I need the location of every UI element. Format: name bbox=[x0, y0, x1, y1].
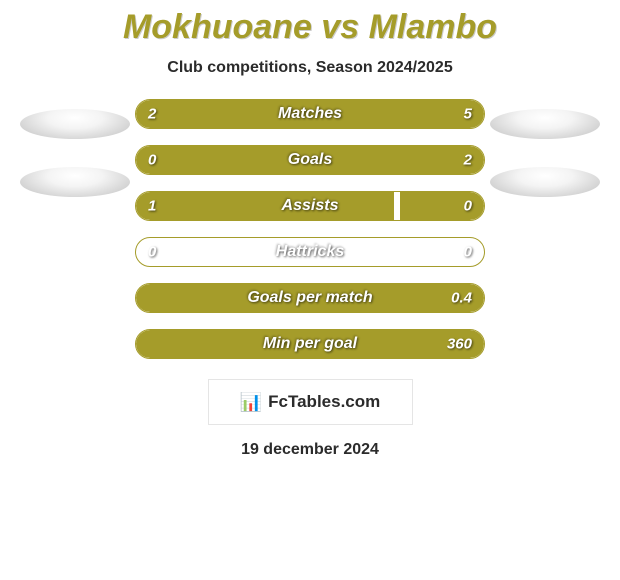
stat-row-hattricks: 0 0 Hattricks bbox=[135, 237, 485, 267]
player-left-badge-2 bbox=[20, 167, 130, 197]
stat-label: Goals per match bbox=[247, 289, 372, 307]
stat-row-assists: 1 0 Assists bbox=[135, 191, 485, 221]
player-left-col bbox=[15, 99, 135, 197]
player-right-badge-1 bbox=[490, 109, 600, 139]
stat-label: Goals bbox=[288, 151, 332, 169]
stat-label: Hattricks bbox=[276, 243, 344, 261]
brand-text: FcTables.com bbox=[268, 392, 380, 412]
stat-value-right: 5 bbox=[464, 106, 472, 123]
player-right-col bbox=[485, 99, 605, 197]
stat-row-min-per-goal: 360 Min per goal bbox=[135, 329, 485, 359]
stat-label: Min per goal bbox=[263, 335, 357, 353]
page-subtitle: Club competitions, Season 2024/2025 bbox=[167, 59, 452, 77]
stat-value-right: 360 bbox=[447, 336, 472, 353]
bar-fill-left bbox=[136, 192, 394, 220]
player-left-badge-1 bbox=[20, 109, 130, 139]
chart-area: 2 5 Matches 0 2 Goals 1 0 Assists 0 0 Hattricks 0.4 G… bbox=[0, 99, 620, 359]
bar-fill-left bbox=[136, 146, 199, 174]
player-right-badge-2 bbox=[490, 167, 600, 197]
stat-value-right: 0.4 bbox=[451, 290, 472, 307]
stat-row-matches: 2 5 Matches bbox=[135, 99, 485, 129]
stat-label: Matches bbox=[278, 105, 342, 123]
bar-fill-right bbox=[199, 146, 484, 174]
stat-value-left: 2 bbox=[148, 106, 156, 123]
stat-label: Assists bbox=[282, 197, 339, 215]
comparison-infographic: Mokhuoane vs Mlambo Club competitions, S… bbox=[0, 0, 620, 580]
stat-row-goals: 0 2 Goals bbox=[135, 145, 485, 175]
stat-value-left: 0 bbox=[148, 244, 156, 261]
stat-row-goals-per-match: 0.4 Goals per match bbox=[135, 283, 485, 313]
bar-fill-right bbox=[236, 100, 484, 128]
date-text: 19 december 2024 bbox=[241, 441, 379, 459]
stat-value-right: 0 bbox=[464, 198, 472, 215]
page-title: Mokhuoane vs Mlambo bbox=[123, 8, 497, 47]
stat-value-right: 0 bbox=[464, 244, 472, 261]
brand-badge[interactable]: 📊 FcTables.com bbox=[208, 379, 413, 425]
brand-icon: 📊 bbox=[240, 392, 262, 413]
stat-value-left: 0 bbox=[148, 152, 156, 169]
stat-value-right: 2 bbox=[464, 152, 472, 169]
stat-value-left: 1 bbox=[148, 198, 156, 215]
bars-column: 2 5 Matches 0 2 Goals 1 0 Assists 0 0 Hattricks 0.4 G… bbox=[135, 99, 485, 359]
